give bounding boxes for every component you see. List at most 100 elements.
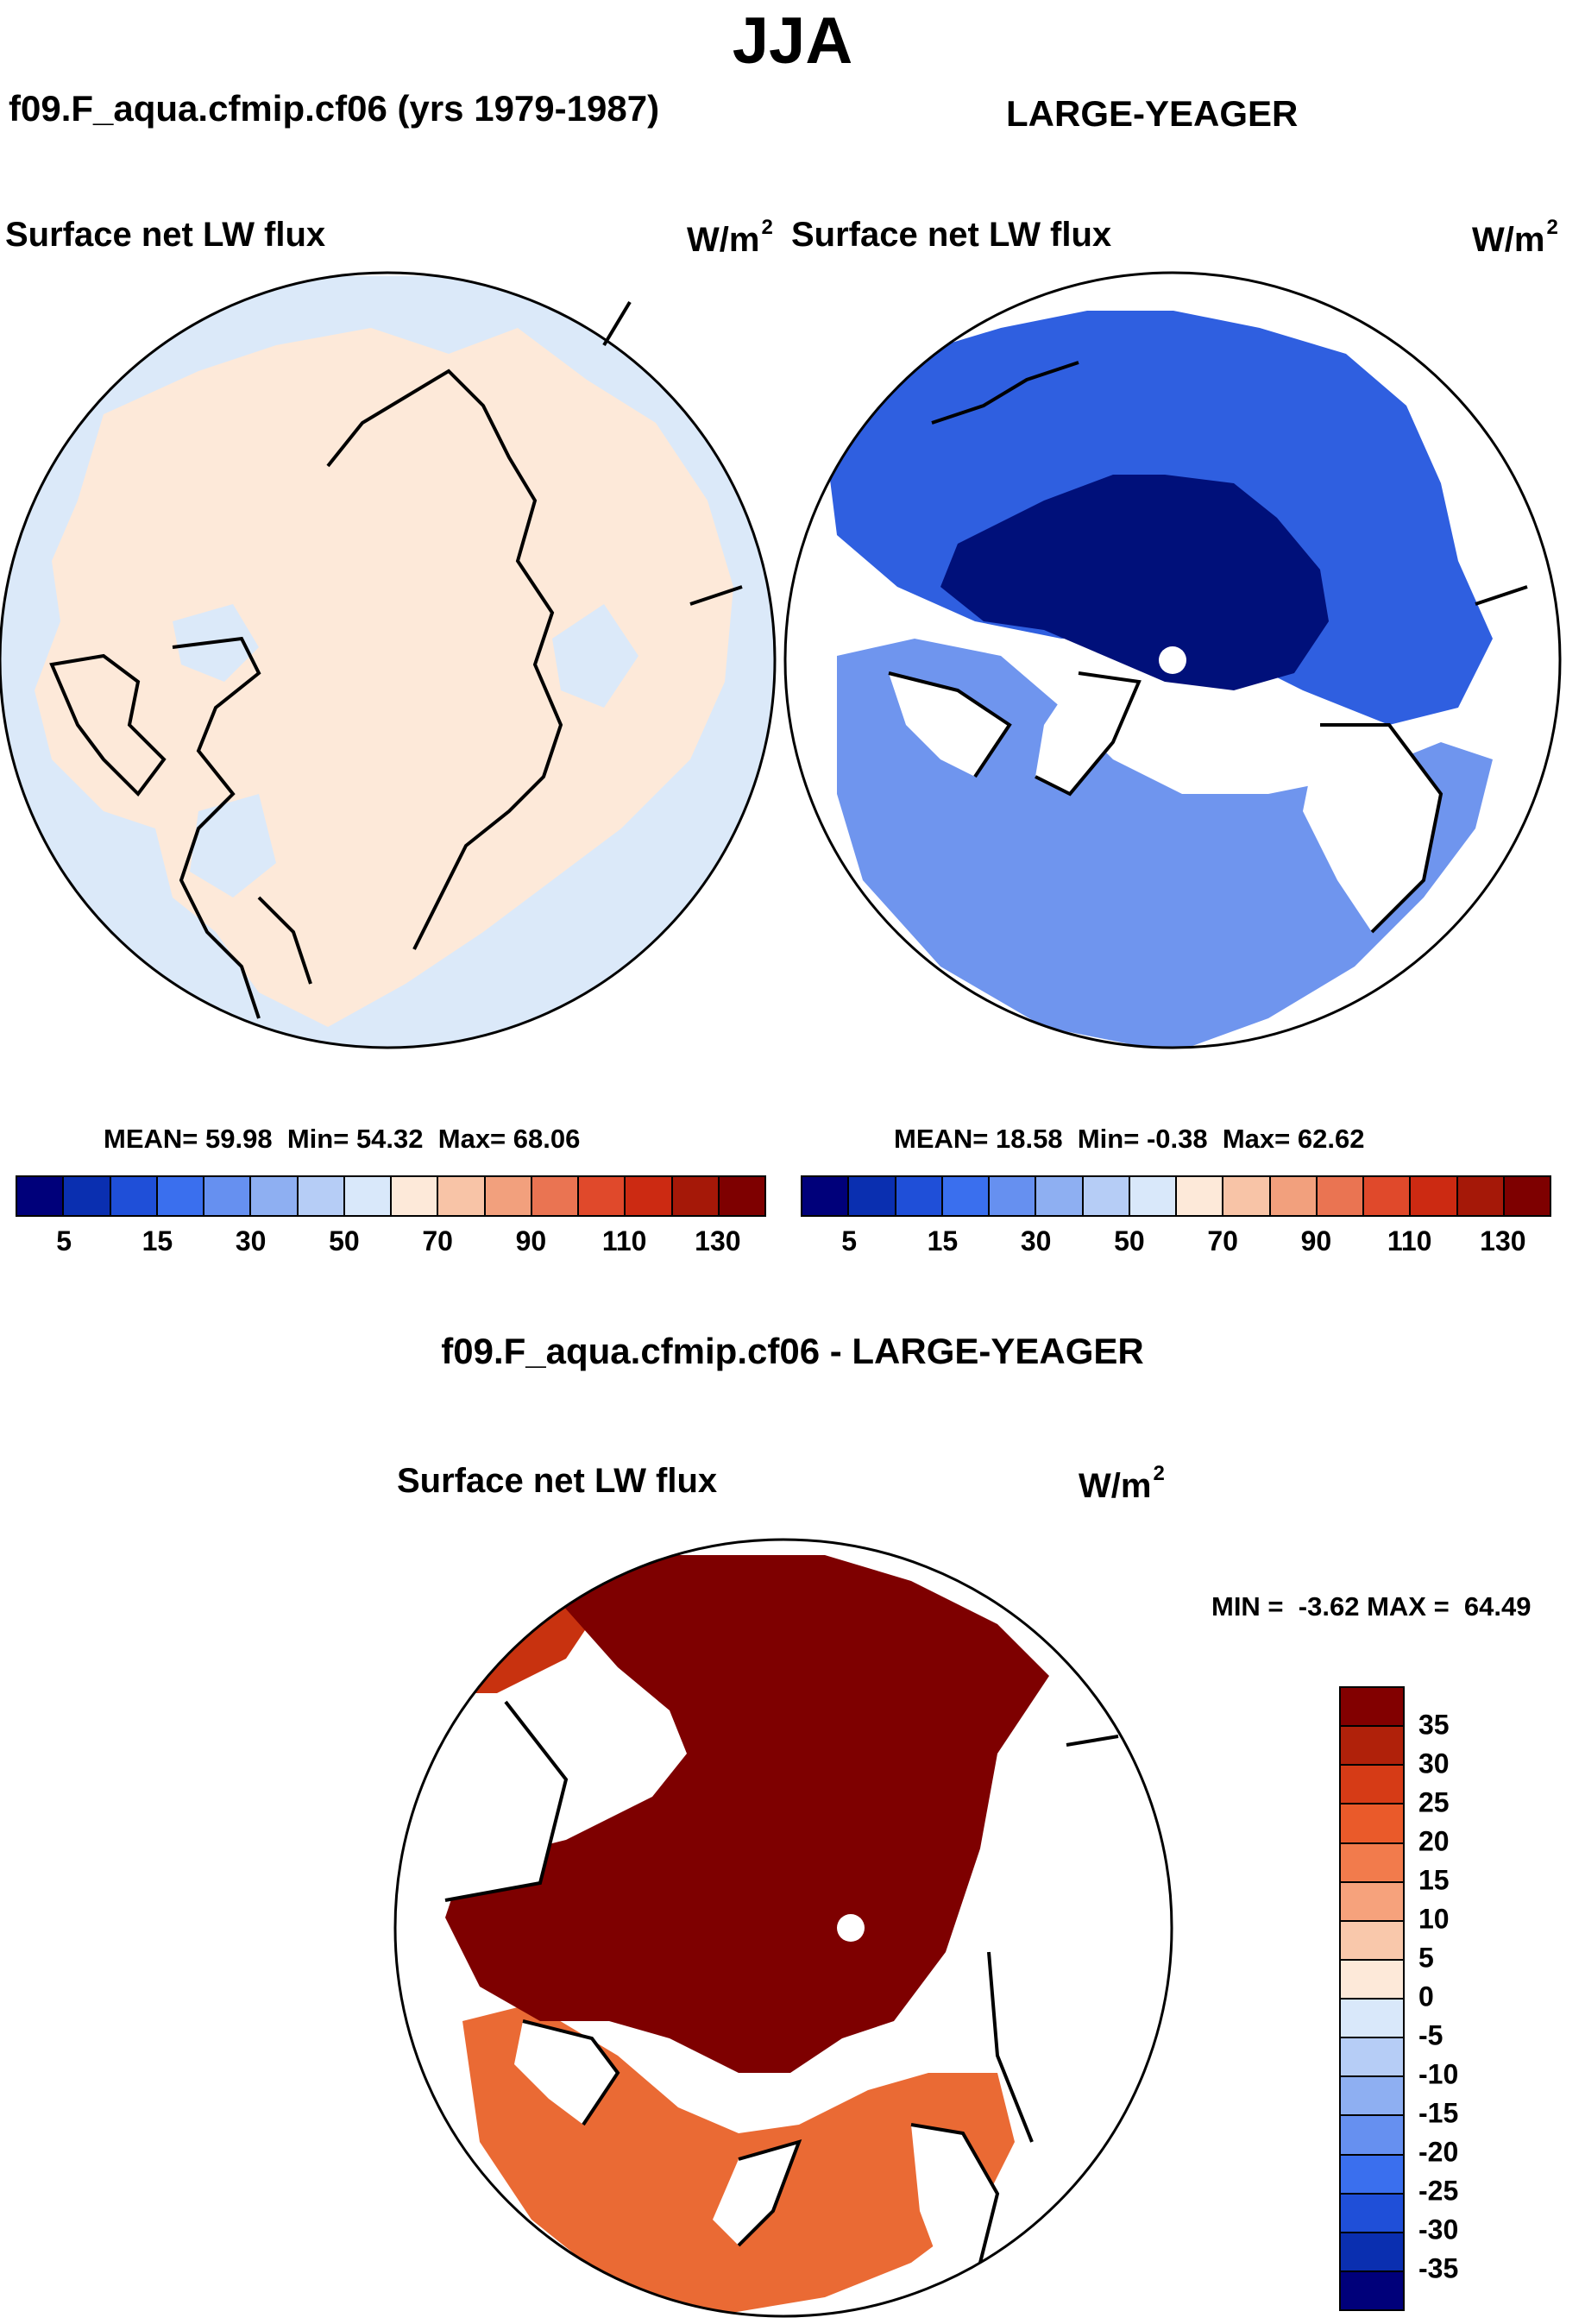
right-light-blue-sea (837, 639, 1493, 1048)
right-coastlines (888, 361, 1528, 934)
left-variable-label: Surface net LW flux (5, 216, 326, 254)
colorbar-swatch (1341, 2271, 1403, 2309)
colorbar-swatch (719, 1177, 764, 1215)
left-polar-map (0, 271, 777, 1049)
colorbar-tick-label: 70 (1207, 1225, 1238, 1256)
difference-land-block-1 (514, 2021, 618, 2125)
colorbar-swatch (990, 1177, 1037, 1215)
colorbar-swatch (1083, 1177, 1130, 1215)
colorbar-swatch (849, 1177, 896, 1215)
colorbar-swatch (1341, 1882, 1403, 1922)
colorbar-tick-label: 30 (1020, 1225, 1052, 1256)
difference-land-block-2 (713, 2142, 799, 2245)
colorbar-swatch (438, 1177, 486, 1215)
colorbar-swatch (1341, 1766, 1403, 1805)
left-coastlines (49, 300, 743, 1019)
left-colorbar (16, 1175, 766, 1217)
colorbar-swatch (1341, 1960, 1403, 2000)
colorbar-tick-label: -15 (1418, 2097, 1459, 2129)
colorbar-swatch (672, 1177, 720, 1215)
colorbar-tick-label: 130 (1480, 1225, 1526, 1256)
colorbar-tick-label: 130 (695, 1225, 741, 1256)
colorbar-swatch (1129, 1177, 1177, 1215)
difference-land-block-5 (989, 1762, 1172, 2142)
colorbar-swatch (1341, 2038, 1403, 2078)
difference-dark-red-core (445, 1555, 1049, 2073)
colorbar-swatch (531, 1177, 579, 1215)
colorbar-tick-label: -30 (1418, 2214, 1459, 2245)
right-variable-label: Surface net LW flux (791, 216, 1112, 254)
colorbar-swatch (392, 1177, 439, 1215)
left-blue-patch-2 (190, 794, 276, 897)
colorbar-swatch (1411, 1177, 1458, 1215)
colorbar-swatch (1341, 1727, 1403, 1767)
left-blue-patch-3 (552, 604, 638, 708)
colorbar-swatch (1341, 2233, 1403, 2272)
colorbar-swatch (344, 1177, 392, 1215)
colorbar-tick-label: 15 (142, 1225, 173, 1256)
colorbar-swatch (1177, 1177, 1224, 1215)
right-polar-map (783, 271, 1562, 1049)
colorbar-swatch (896, 1177, 943, 1215)
difference-land-block-3 (911, 2125, 997, 2280)
colorbar-tick-label: 70 (422, 1225, 453, 1256)
bottom-panel-title: f09.F_aqua.cfmip.cf06 - LARGE-YEAGER (441, 1331, 1144, 1371)
right-pole-hole (1159, 646, 1186, 674)
colorbar-swatch (1341, 2116, 1403, 2156)
colorbar-tick-label: 5 (1418, 1942, 1434, 1974)
colorbar-swatch (1341, 1804, 1403, 1844)
colorbar-swatch (1317, 1177, 1364, 1215)
colorbar-tick-label: 110 (601, 1225, 647, 1256)
colorbar-swatch (1036, 1177, 1084, 1215)
colorbar-swatch (298, 1177, 345, 1215)
colorbar-swatch (1341, 2194, 1403, 2233)
colorbar-swatch (579, 1177, 626, 1215)
colorbar-swatch (1504, 1177, 1550, 1215)
colorbar-tick-label: 15 (927, 1225, 959, 1256)
right-run-label: LARGE-YEAGER (1006, 93, 1299, 134)
colorbar-tick-label: 15 (1418, 1864, 1450, 1896)
right-stats: MEAN= 18.58 Min= -0.38 Max= 62.62 (894, 1124, 1365, 1154)
right-map-boundary (783, 271, 1562, 1049)
colorbar-swatch (1341, 1921, 1403, 1961)
colorbar-swatch (802, 1177, 850, 1215)
colorbar-swatch (1341, 2000, 1403, 2039)
colorbar-swatch (1341, 1843, 1403, 1883)
colorbar-swatch (110, 1177, 158, 1215)
left-map-boundary (0, 271, 777, 1049)
colorbar-tick-label: 90 (515, 1225, 547, 1256)
colorbar-tick-label: 5 (841, 1225, 858, 1256)
colorbar-tick-label: -25 (1418, 2175, 1459, 2207)
colorbar-tick-label: 10 (1418, 1903, 1450, 1935)
right-units-label: W/m2 (1472, 216, 1558, 259)
colorbar-tick-label: -5 (1418, 2019, 1443, 2051)
colorbar-tick-label: 50 (1114, 1225, 1145, 1256)
colorbar-swatch (1270, 1177, 1318, 1215)
colorbar-swatch (942, 1177, 990, 1215)
colorbar-swatch (204, 1177, 252, 1215)
right-land-block-1 (889, 673, 1009, 777)
difference-colorbar (1339, 1686, 1405, 2311)
colorbar-tick-label: -20 (1418, 2136, 1459, 2168)
colorbar-tick-label: 35 (1418, 1709, 1450, 1741)
right-land-block-2 (1035, 673, 1139, 794)
colorbar-swatch (1364, 1177, 1412, 1215)
colorbar-swatch (1341, 1688, 1403, 1728)
difference-coastlines (444, 1700, 1119, 2264)
left-run-label: f09.F_aqua.cfmip.cf06 (yrs 1979-1987) (9, 88, 660, 129)
bottom-variable-label: Surface net LW flux (397, 1462, 718, 1500)
colorbar-tick-label: 0 (1418, 1981, 1434, 2012)
colorbar-swatch (626, 1177, 673, 1215)
left-stats: MEAN= 59.98 Min= 54.32 Max= 68.06 (104, 1124, 581, 1154)
difference-polar-map (393, 1538, 1173, 2318)
difference-map-boundary (393, 1538, 1173, 2318)
colorbar-swatch (64, 1177, 111, 1215)
right-land-block-3 (1303, 725, 1441, 932)
colorbar-tick-label: 5 (56, 1225, 72, 1256)
figure-title: JJA (732, 4, 853, 78)
bottom-minmax: MIN = -3.62 MAX = 64.49 (1211, 1591, 1532, 1622)
colorbar-tick-label: 30 (235, 1225, 267, 1256)
colorbar-tick-label: -10 (1418, 2058, 1459, 2090)
colorbar-tick-label: 20 (1418, 1825, 1450, 1857)
colorbar-swatch (251, 1177, 299, 1215)
